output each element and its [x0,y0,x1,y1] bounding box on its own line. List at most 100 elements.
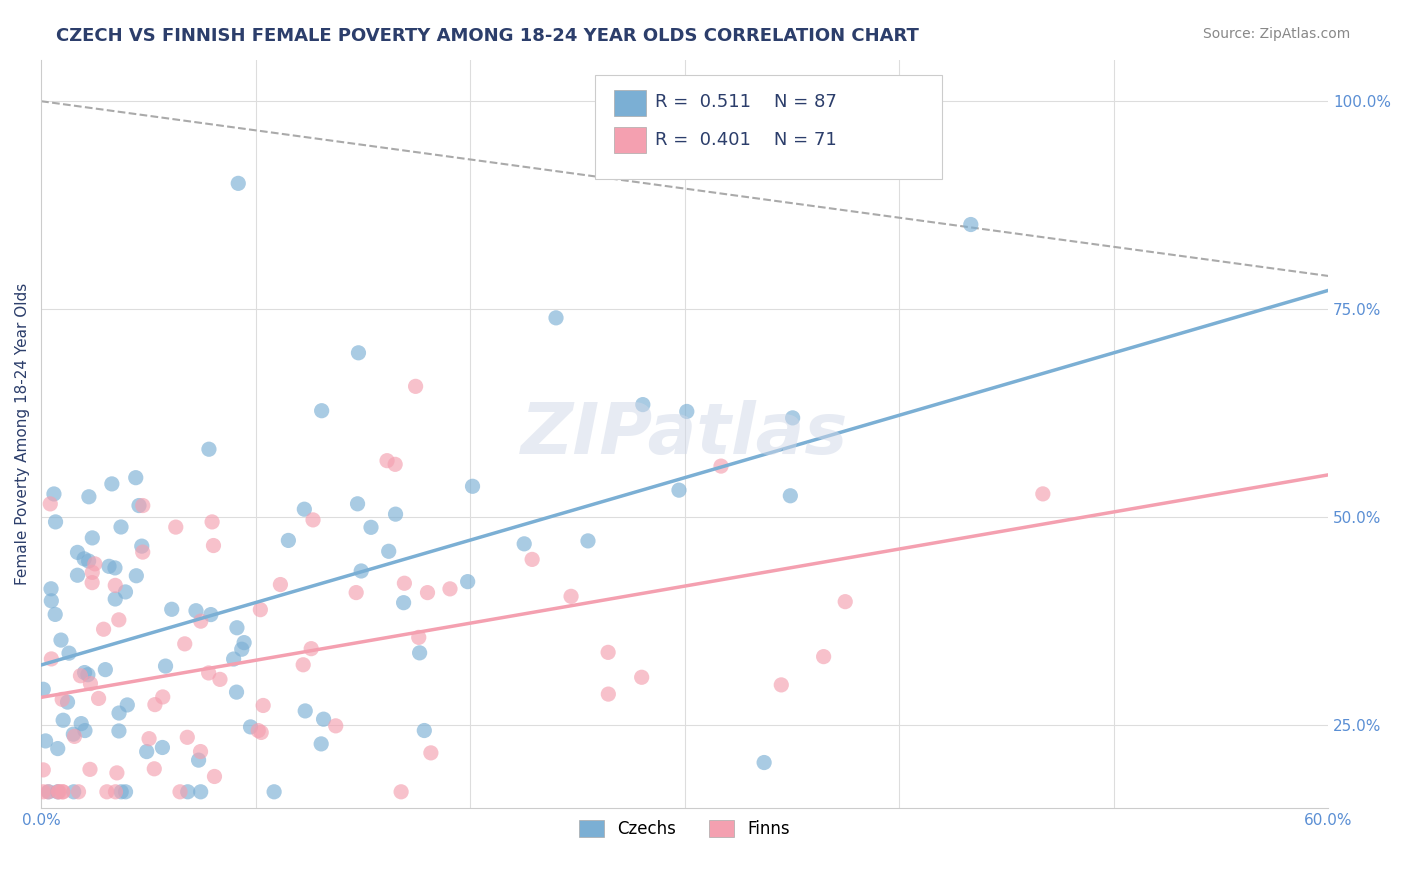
Point [710,459,733,474]
Point [384,458,406,472]
Point [108,723,131,738]
Point [675,404,697,418]
Point [70,716,93,731]
Point [231,642,253,657]
Point [87,691,110,706]
Point [190,745,212,759]
Point [82,566,104,580]
Point [67,785,90,799]
Point [204,769,226,783]
Point [394,576,416,591]
Point [46,741,69,756]
Point [419,746,441,760]
Point [190,614,212,628]
Point [114,785,136,799]
Point [48,785,70,799]
Point [346,497,368,511]
Text: Source: ZipAtlas.com: Source: ZipAtlas.com [1202,27,1350,41]
Point [66,545,89,559]
Point [631,398,654,412]
Y-axis label: Female Poverty Among 18-24 Year Olds: Female Poverty Among 18-24 Year Olds [15,283,30,585]
Point [177,785,200,799]
Point [269,577,291,591]
FancyBboxPatch shape [614,89,645,116]
Point [73,665,96,680]
Point [152,740,174,755]
Point [96,785,118,799]
Point [46,785,69,799]
Point [201,515,224,529]
Point [39,594,62,608]
Point [598,687,620,701]
Point [82,531,104,545]
Point [98,559,121,574]
Point [108,613,131,627]
Point [135,745,157,759]
Point [77,490,100,504]
Point [32,763,55,777]
Point [131,539,153,553]
Point [299,641,322,656]
Point [222,652,245,666]
FancyBboxPatch shape [614,127,645,153]
Point [125,471,148,485]
Point [782,410,804,425]
Point [104,592,127,607]
Point [38,785,60,799]
Point [165,520,187,534]
Point [52,785,75,799]
Point [408,646,430,660]
Point [226,621,249,635]
Point [77,554,100,568]
Point [73,552,96,566]
Point [160,602,183,616]
Point [1032,487,1054,501]
Point [311,403,333,417]
Point [173,637,195,651]
Point [834,595,856,609]
Point [457,574,479,589]
Point [56,695,79,709]
Point [292,657,315,672]
Point [110,785,132,799]
Point [132,545,155,559]
Point [104,785,127,799]
Point [51,692,73,706]
Point [39,497,62,511]
Point [198,442,221,457]
Point [152,690,174,704]
Point [77,667,100,681]
Point [405,379,427,393]
Point [44,607,66,622]
Point [576,533,599,548]
Point [110,520,132,534]
Point [392,596,415,610]
Point [138,731,160,746]
Point [959,218,981,232]
Point [513,537,536,551]
Point [108,706,131,720]
Point [249,602,271,616]
Point [143,762,166,776]
Point [277,533,299,548]
Point [45,515,67,529]
Point [461,479,484,493]
Point [155,659,177,673]
Point [66,568,89,582]
Point [560,590,582,604]
Point [79,763,101,777]
Point [104,561,127,575]
Point [128,499,150,513]
Point [39,582,62,596]
Point [225,685,247,699]
Point [598,645,620,659]
Point [169,785,191,799]
Point [93,622,115,636]
Point [294,704,316,718]
Point [117,698,139,712]
Point [416,585,439,599]
Point [208,673,231,687]
Point [377,544,399,558]
Point [312,712,335,726]
Point [309,737,332,751]
